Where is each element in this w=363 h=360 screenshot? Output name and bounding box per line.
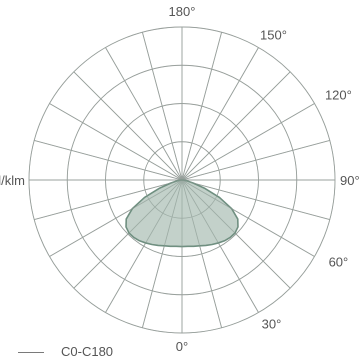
angle-labels: 0° 30° 60° 90° 120° 150° 180° 400 cd/klm <box>0 4 360 354</box>
radial-unit-label: 400 cd/klm <box>0 173 25 188</box>
legend-line-swatch <box>18 351 44 353</box>
legend: C0-C180 <box>18 344 113 360</box>
intensity-curves <box>28 26 336 334</box>
angle-label-120: 120° <box>325 88 352 103</box>
grid-overlay <box>28 26 336 334</box>
angle-label-60: 60° <box>329 255 349 270</box>
angle-label-180: 180° <box>169 4 196 19</box>
legend-label: C0-C180 <box>61 344 114 359</box>
angle-label-150: 150° <box>260 27 287 42</box>
grid-spoke-overlay-165 <box>142 32 222 328</box>
angle-label-30: 30° <box>262 317 282 332</box>
angle-label-0: 0° <box>176 339 188 354</box>
angle-label-90: 90° <box>340 173 360 188</box>
